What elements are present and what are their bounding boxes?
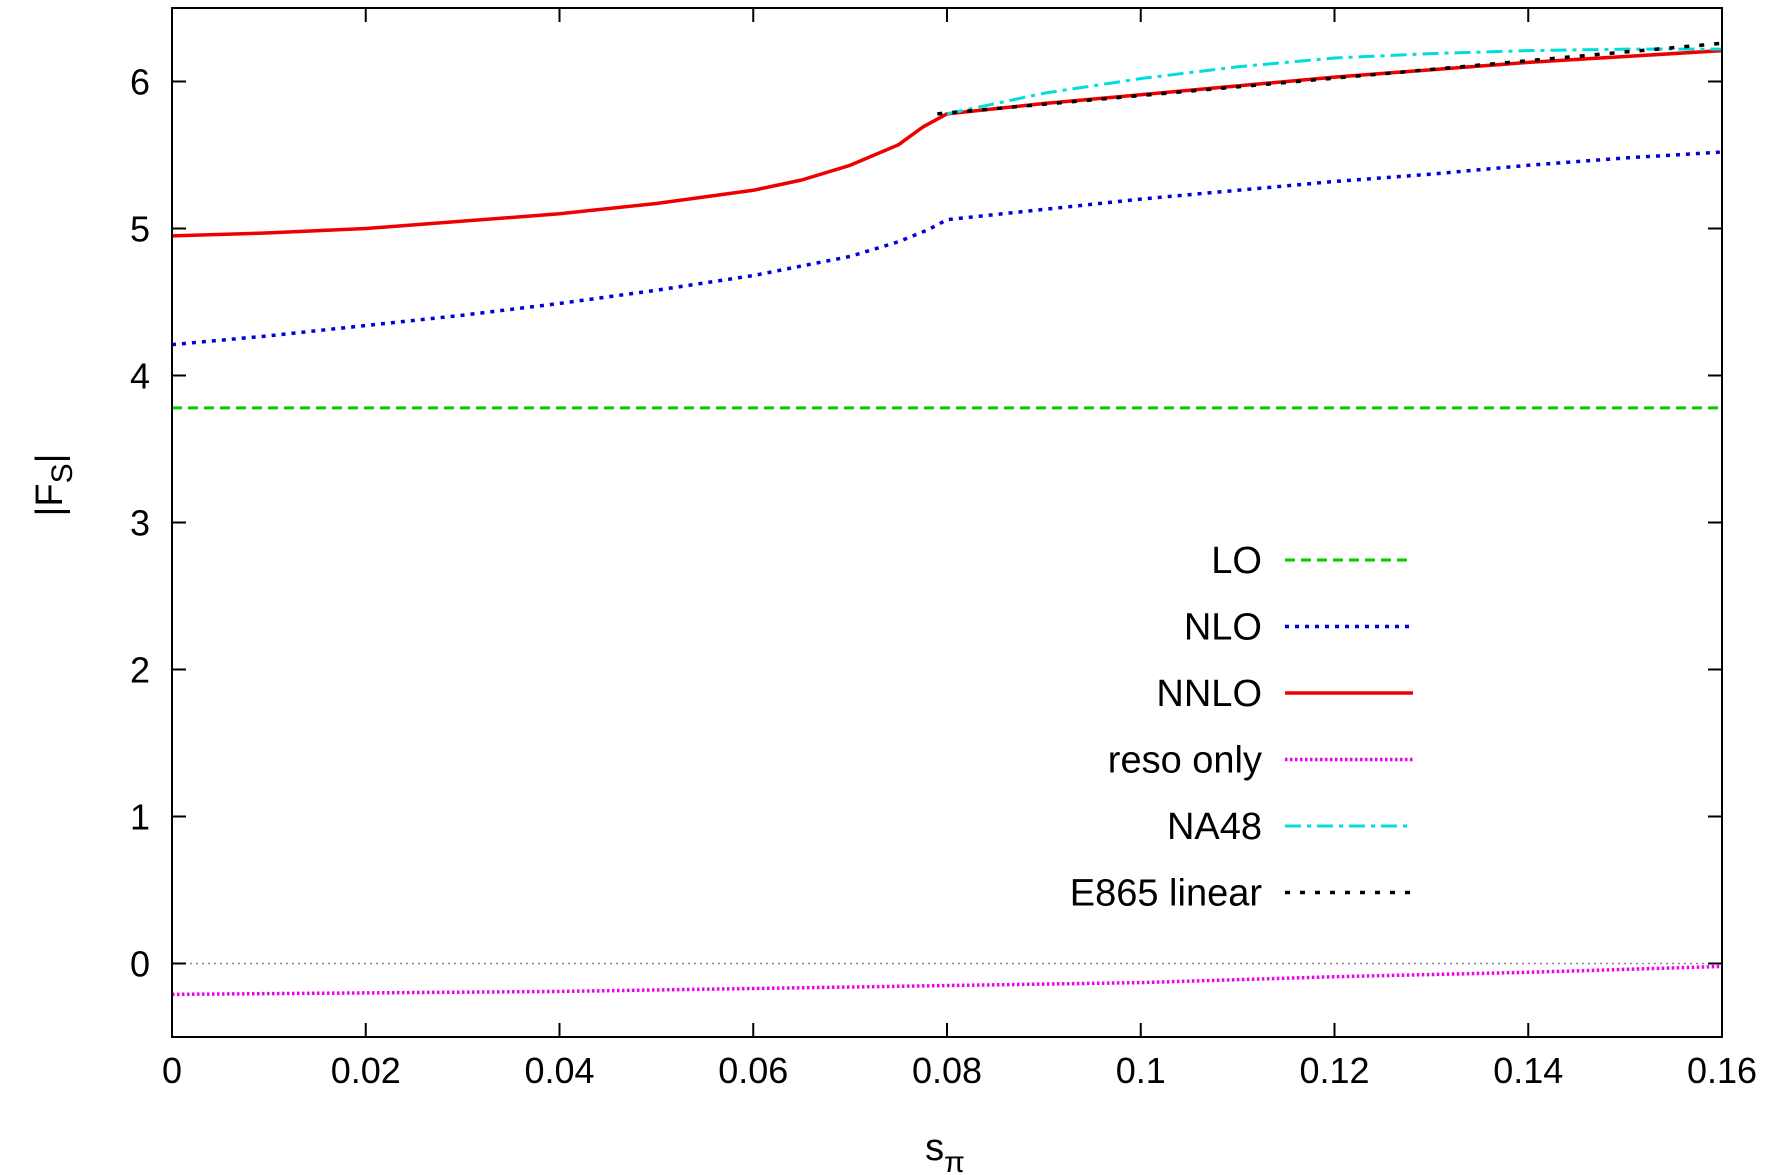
series-line-nlo [172,150,1722,347]
y-tick-label: 1 [130,797,150,838]
series-line-nnlo [172,48,1722,238]
y-tick-label: 5 [130,209,150,250]
legend-label-na48: NA48 [1167,806,1262,848]
svg-text:|FS|: |FS| [29,454,79,517]
y-axis-label-post: | [29,454,71,464]
y-tick-label: 6 [130,62,150,103]
legend-label-lo: LO [1211,540,1262,582]
x-tick-label: 0.14 [1493,1050,1563,1091]
series-layer [172,41,1722,997]
x-tick-label: 0.12 [1299,1050,1369,1091]
x-axis-label: sπ [925,1127,965,1175]
y-axis-ticks: 0 1 2 3 4 5 6 [130,62,1722,985]
x-tick-label: 0.02 [331,1050,401,1091]
y-tick-label: 2 [130,650,150,691]
legend-label-reso-only: reso only [1108,740,1262,782]
plot-border [171,7,1723,1038]
series-line-reso-only [172,964,1722,997]
legend-label-nlo: NLO [1184,607,1262,649]
x-axis-label-sub: π [944,1146,965,1175]
series-line-na48 [946,47,1722,116]
x-tick-label: 0.16 [1687,1050,1757,1091]
x-tick-label: 0.1 [1116,1050,1166,1091]
y-tick-label: 0 [130,944,150,985]
x-tick-label: 0 [162,1050,182,1091]
x-tick-label: 0.08 [912,1050,982,1091]
y-axis-label-sub: S [46,463,79,483]
series-line-e865-linear [937,41,1722,116]
x-tick-label: 0.06 [718,1050,788,1091]
y-axis-label: |FS| [29,454,79,517]
y-axis-label-pre: |F [29,483,71,516]
x-tick-label: 0.04 [524,1050,594,1091]
y-tick-label: 3 [130,503,150,544]
legend: LO NLO NNLO reso only NA48 E865 linear [1070,540,1413,915]
legend-label-nnlo: NNLO [1156,673,1262,715]
y-tick-label: 4 [130,356,150,397]
x-axis-ticks: 0 0.02 0.04 0.06 0.08 0.1 0.12 0.14 0.16 [162,8,1757,1091]
legend-label-e865-linear: E865 linear [1070,873,1263,915]
svg-text:sπ: sπ [925,1127,965,1175]
plot-frame [171,7,1723,1038]
x-axis-label-base: s [925,1127,944,1169]
